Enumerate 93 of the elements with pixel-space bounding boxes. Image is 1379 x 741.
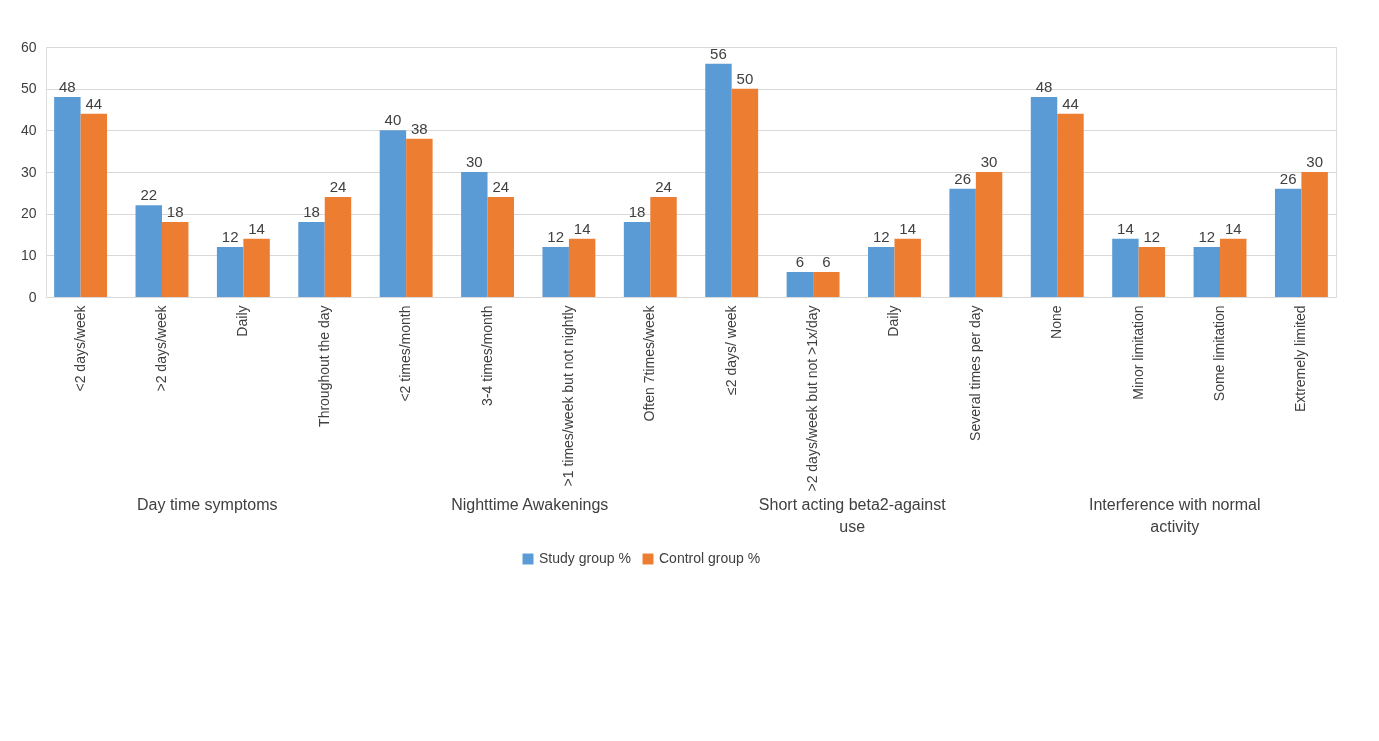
bar [243, 238, 270, 297]
data-label: 14 [573, 219, 591, 237]
bar [786, 272, 814, 297]
data-label: 50 [736, 69, 754, 87]
y-tick-label: 50 [20, 80, 37, 97]
bar [542, 247, 569, 297]
data-label: 14 [1117, 219, 1134, 237]
x-tick-label: Some limitation [1211, 305, 1228, 402]
data-label: 12 [221, 228, 239, 245]
data-label: 6 [795, 253, 805, 270]
data-label: 12 [872, 228, 890, 245]
text: Interference with normal activity [1088, 496, 1261, 535]
y-tick-label: 0 [28, 288, 37, 305]
bar [135, 205, 162, 297]
data-label: 48 [59, 78, 76, 95]
bar [54, 97, 81, 297]
x-tick-label: None [1048, 305, 1065, 339]
data-label: 26 [954, 169, 971, 187]
y-tick-label: 10 [20, 246, 37, 263]
data-label: 30 [980, 153, 998, 170]
bar [813, 272, 840, 297]
text: Nighttime Awakenings [451, 496, 609, 513]
bar [1112, 238, 1139, 297]
data-label: 6 [822, 253, 831, 270]
data-label: 12 [1143, 228, 1161, 245]
x-tick-label: 3-4 times/month [478, 305, 495, 406]
bar [650, 197, 677, 297]
data-label: 24 [492, 178, 510, 195]
y-tick-label: 20 [20, 205, 37, 222]
legend-label: Control group % [659, 550, 761, 566]
bar [868, 247, 895, 297]
data-label: 18 [166, 203, 184, 220]
x-tick-label: Daily [885, 305, 902, 337]
bar [406, 138, 433, 297]
data-label: 12 [1198, 228, 1216, 245]
bar [568, 238, 596, 297]
bar [161, 222, 189, 297]
bar [1301, 172, 1328, 297]
bar [1030, 97, 1058, 297]
x-tick-label: Extremely limited [1292, 305, 1309, 413]
data-label: 26 [1279, 169, 1297, 187]
x-tick-label: ≤2 days/ week [722, 304, 739, 395]
data-label: 22 [140, 186, 158, 204]
bar [623, 222, 651, 297]
bar [461, 172, 488, 297]
bar [379, 130, 407, 297]
x-tick-label: Several times per day [966, 305, 983, 441]
text: Short acting beta2-against use [758, 496, 947, 535]
y-tick-label: 40 [20, 121, 37, 138]
data-label: 24 [655, 178, 672, 195]
bar [1274, 188, 1302, 297]
bar [80, 113, 108, 297]
x-tick-label: >2 days/week but not >1x/day [804, 305, 821, 492]
x-tick-label: <2 days/week [71, 304, 88, 392]
data-label: 44 [1062, 94, 1079, 112]
data-label: 56 [710, 44, 727, 62]
bar [705, 63, 732, 297]
bar [731, 88, 759, 297]
data-label: 14 [248, 219, 265, 237]
bar [949, 188, 976, 297]
x-tick-label: Minor limitation [1129, 305, 1146, 400]
bar [894, 238, 921, 297]
bar [975, 172, 1003, 297]
y-tick-label: 30 [20, 163, 37, 180]
data-label: 18 [628, 203, 646, 220]
data-label: 18 [303, 203, 320, 220]
bar [1193, 247, 1221, 297]
bar [1138, 247, 1166, 297]
y-tick-label: 60 [20, 38, 37, 55]
bar [324, 197, 352, 297]
data-label: 48 [1035, 78, 1053, 95]
data-label: 38 [411, 119, 428, 137]
x-tick-label: Daily [234, 305, 251, 337]
data-label: 14 [1224, 219, 1242, 237]
x-tick-label: Throughout the day [315, 305, 332, 427]
x-tick-label: >2 days/week [152, 304, 169, 392]
bar [298, 222, 325, 297]
data-label: 12 [547, 228, 565, 245]
data-label: 30 [1306, 153, 1323, 170]
text: Day time symptoms [137, 496, 278, 513]
bar [487, 197, 514, 297]
bar [1220, 238, 1247, 297]
data-label: 30 [465, 153, 483, 170]
x-tick-label: <2 times/month [397, 305, 414, 402]
x-tick-label: >1 times/week but not nightly [559, 305, 576, 487]
bar [1057, 113, 1084, 297]
bar [216, 247, 244, 297]
data-label: 24 [329, 178, 347, 195]
data-label: 40 [384, 111, 402, 129]
data-label: 14 [899, 219, 917, 237]
x-tick-label: Often 7times/week [641, 304, 658, 422]
legend-label: Study group % [539, 550, 631, 566]
data-label: 44 [85, 94, 103, 112]
